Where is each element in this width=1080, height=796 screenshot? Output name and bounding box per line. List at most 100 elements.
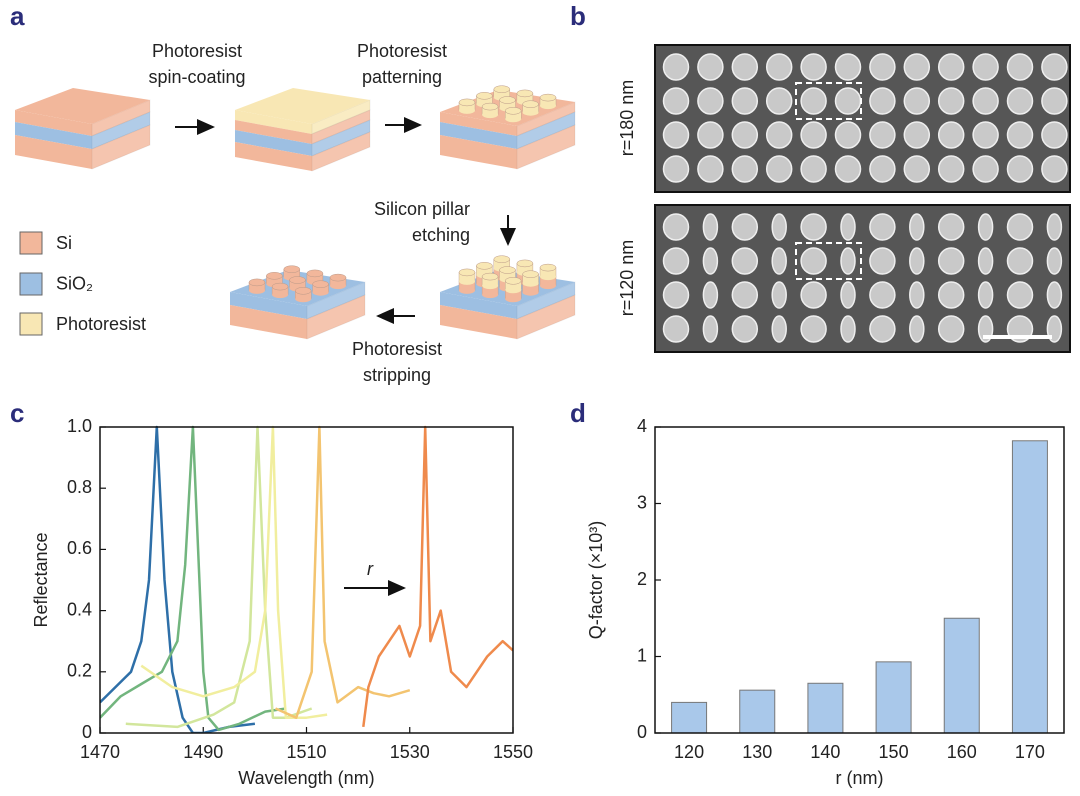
pillar [522, 288, 539, 296]
sem-pillar [1041, 155, 1068, 183]
sem-pillar [662, 87, 690, 115]
x-tick-label: 1550 [493, 742, 533, 762]
sem-pillar [1006, 155, 1034, 183]
sem-pillar [800, 87, 827, 115]
step-label: spin-coating [148, 67, 245, 87]
pillar [482, 291, 499, 299]
pillar-top [294, 287, 312, 295]
pillar-top [476, 92, 493, 100]
pillar-top [499, 96, 516, 104]
sem-pillar [869, 155, 896, 183]
sem-pillar [869, 87, 896, 115]
pillar [522, 108, 539, 116]
block-layer [440, 122, 517, 149]
pillar-top [522, 270, 539, 278]
sem-pillar [1006, 121, 1034, 149]
sem-pillar [903, 87, 931, 115]
spectrum-line [140, 425, 328, 719]
sem-pillar [937, 155, 965, 183]
step-label: Photoresist [152, 41, 242, 61]
sem-pillar [834, 155, 862, 183]
sem-pillar [771, 213, 787, 241]
x-tick-label: 1490 [183, 742, 223, 762]
bar [739, 689, 776, 734]
sem-pillar [1046, 213, 1063, 241]
sem-pillar [869, 315, 896, 343]
sem-pillar [937, 247, 965, 275]
pillar-top [266, 272, 283, 280]
sem-pillar [662, 155, 690, 183]
sem-pillar [834, 121, 862, 149]
sem-pillar [731, 87, 759, 115]
sem-pillar [1006, 213, 1034, 241]
sem-pillar [1041, 87, 1068, 115]
sem-pillar [800, 315, 827, 343]
pillar [505, 286, 522, 294]
pillar-top [499, 266, 516, 274]
sem-pillar [909, 315, 925, 343]
sem-pillar [1046, 247, 1063, 275]
y-tick-label: 0.4 [67, 599, 92, 619]
sem-pillar [731, 213, 759, 241]
pillar-top [516, 89, 534, 98]
sem-image [654, 204, 1071, 353]
y-tick-label: 0.6 [67, 538, 92, 558]
sem-pillar [662, 121, 690, 149]
plot-frame [99, 426, 514, 734]
spectrum-line [362, 425, 513, 728]
sem-pillar [800, 247, 827, 275]
pillar [522, 279, 539, 287]
pillar-top [283, 265, 301, 273]
block-layer [516, 124, 576, 170]
sem-pillar [937, 213, 965, 241]
step-label: Silicon pillar [374, 199, 470, 219]
pillar-top [289, 276, 306, 284]
sem-pillar [972, 155, 999, 183]
pillar-top [271, 282, 289, 291]
pillar-top [516, 259, 534, 268]
x-tick-label: 140 [810, 742, 840, 762]
spectrum-line [274, 425, 411, 719]
highlight-box [795, 82, 862, 120]
step-label: stripping [363, 365, 431, 385]
block-top [15, 88, 150, 124]
pillar-top [522, 100, 539, 108]
sem-pillar [731, 155, 759, 183]
block-layer [230, 292, 307, 319]
sem-pillar [937, 315, 965, 343]
sem-pillar [800, 121, 827, 149]
pillar [540, 273, 556, 281]
pillar [505, 295, 522, 303]
bar [671, 701, 708, 734]
sem-pillar [765, 155, 793, 183]
sem-pillar [731, 315, 759, 343]
legend-label: Si [56, 233, 72, 253]
x-tick-label: 170 [1015, 742, 1045, 762]
sem-pillar [1006, 247, 1034, 275]
sem-pillar [765, 87, 793, 115]
pillar-top [481, 102, 499, 111]
x-tick-label: 1470 [80, 742, 120, 762]
block-layer [235, 110, 312, 134]
legend-swatches [19, 231, 43, 336]
spectrum-line [100, 425, 287, 732]
block-layer [15, 122, 92, 149]
sem-label: r=120 nm [617, 240, 637, 317]
pillar-top [493, 85, 511, 93]
sem-pillar [697, 121, 724, 149]
panel-label: d [570, 398, 586, 428]
pillar [459, 277, 475, 285]
pillar [295, 295, 312, 303]
bar [943, 617, 980, 734]
pillar [312, 288, 329, 296]
highlight-box [795, 242, 862, 280]
sem-pillar [662, 247, 690, 275]
sem-pillar [800, 155, 827, 183]
y-tick-label: 0 [82, 722, 92, 742]
bar [1011, 440, 1048, 734]
panel-label: c [10, 398, 24, 428]
pillar-top [504, 277, 522, 285]
y-axis-label: Q-factor (×10³) [586, 521, 606, 640]
annotation: r [367, 559, 374, 579]
sem-pillar [697, 53, 724, 81]
